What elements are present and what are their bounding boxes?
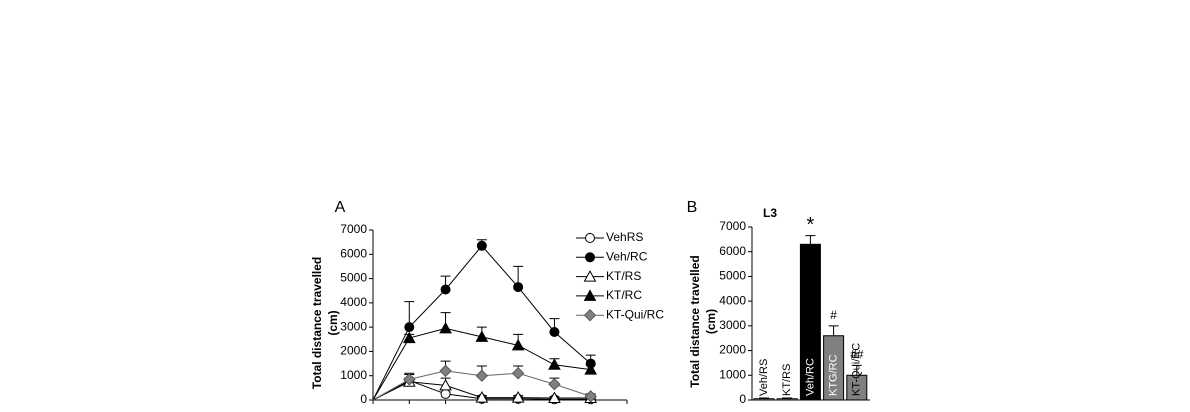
error-bar [805, 235, 816, 245]
point [513, 282, 524, 293]
y-tick-label: 6000 [340, 246, 367, 260]
y-tick-label: 0 [739, 392, 746, 406]
y-axis-label: (cm) [326, 310, 340, 335]
point [475, 369, 489, 382]
point [548, 391, 561, 404]
panel-label: B [687, 199, 698, 216]
point [404, 322, 415, 333]
point [439, 378, 452, 391]
point [585, 252, 595, 263]
y-axis-label: Total distance travelled [688, 255, 702, 388]
point [511, 367, 525, 380]
point [402, 331, 416, 344]
y-tick-label: 7000 [340, 222, 367, 236]
y-tick-label: 3000 [719, 318, 746, 332]
annotation: ## [850, 348, 864, 362]
point [549, 327, 560, 337]
y-tick-label: 4000 [340, 295, 367, 309]
point [511, 391, 525, 403]
bar [776, 398, 798, 401]
y-tick-label: 2000 [719, 343, 746, 357]
point [440, 284, 451, 295]
y-tick-label: 5000 [719, 269, 746, 283]
y-tick-label: 7000 [719, 219, 746, 233]
error-bar [828, 325, 839, 336]
legend-label: Veh/RC [606, 249, 648, 263]
y-tick-label: 0 [360, 392, 367, 406]
bar-label: Veh/RC [804, 358, 816, 396]
point [439, 364, 452, 378]
y-tick-label: 3000 [340, 319, 367, 333]
bar [753, 398, 775, 401]
y-tick-label: 6000 [719, 244, 746, 258]
point [583, 270, 597, 282]
y-tick-label: 1000 [340, 368, 367, 382]
y-axis-label: (cm) [704, 309, 718, 334]
point [584, 363, 598, 375]
y-tick-label: 4000 [719, 293, 746, 307]
legend-label: KT/RC [606, 288, 642, 302]
y-tick-label: 5000 [340, 271, 367, 285]
point [475, 330, 489, 342]
point [476, 240, 487, 251]
bar-label: KTG/RC [828, 354, 840, 396]
chart-title: L3 [763, 206, 777, 220]
point [584, 390, 597, 403]
point [403, 373, 416, 386]
error-bar [759, 397, 769, 399]
y-axis-label: Total distance travelled [310, 257, 324, 390]
legend-label: KT-Qui/RC [606, 307, 664, 321]
point [475, 391, 489, 403]
point [583, 308, 597, 322]
point [440, 388, 451, 399]
point [511, 338, 525, 351]
y-tick-label: 1000 [719, 367, 746, 381]
legend-label: VehRS [606, 230, 643, 244]
legend-label: KT/RS [606, 269, 641, 283]
annotation: # [830, 308, 837, 322]
point [439, 321, 452, 334]
bar-label: KT-Qui/RC [851, 343, 863, 396]
point [583, 289, 597, 301]
bar-label: Veh/RS [758, 359, 770, 396]
point [548, 378, 561, 391]
bar-label: KT/RS [781, 364, 793, 396]
point [548, 358, 561, 370]
error-bar [782, 397, 793, 399]
y-tick-label: 2000 [340, 344, 367, 358]
annotation: * [807, 214, 815, 236]
panel-label: A [335, 199, 346, 216]
point [585, 233, 595, 243]
error-bar [851, 364, 862, 376]
